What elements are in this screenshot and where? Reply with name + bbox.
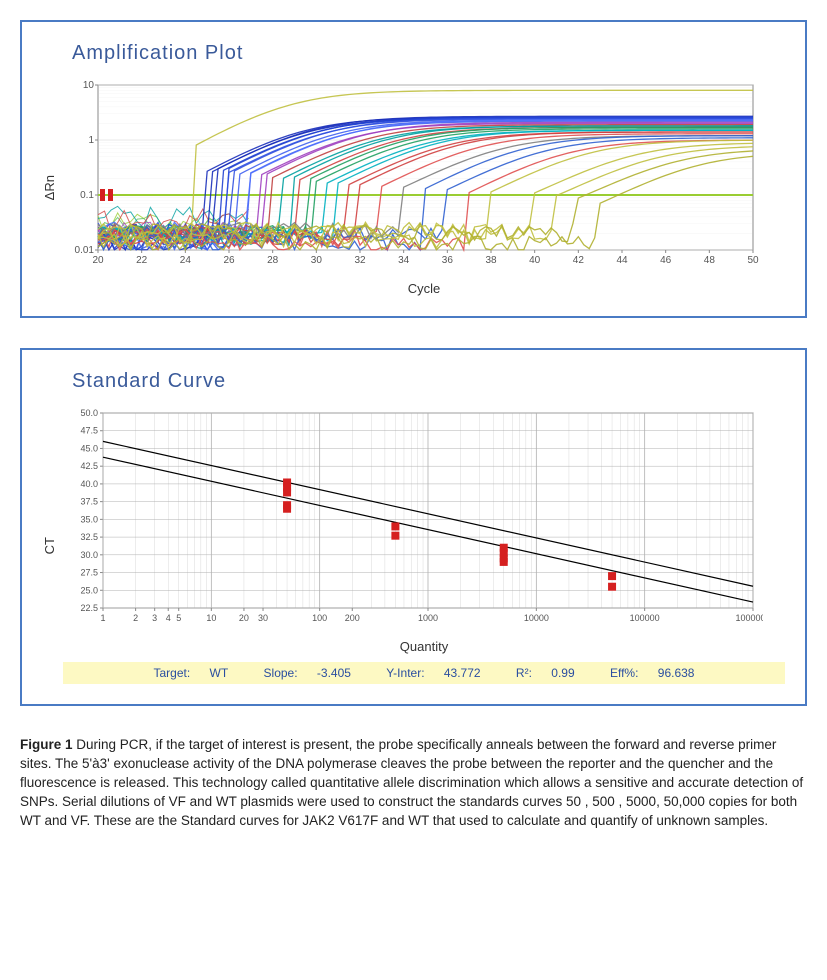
amp-svg: 0.01 0.1 1 10 20 22 24 26 28 30 32 34 36 38 40 42 44 46 48…	[63, 80, 763, 270]
svg-text:200: 200	[345, 613, 360, 623]
std-chart-wrap: CT 22.5 25.0 27.5 30.0 32.5 35.0 37.5 40.0 42.5 4…	[42, 408, 785, 684]
svg-text:10: 10	[206, 613, 216, 623]
stat-r2: R²: 0.99	[508, 666, 583, 680]
svg-text:32.5: 32.5	[80, 532, 98, 542]
svg-text:2: 2	[133, 613, 138, 623]
svg-text:40.0: 40.0	[80, 479, 98, 489]
svg-text:1: 1	[88, 135, 94, 146]
svg-text:30.0: 30.0	[80, 550, 98, 560]
svg-text:100: 100	[312, 613, 327, 623]
standard-curve-panel: Standard Curve CT 22.525.027.530.032.535…	[20, 348, 807, 706]
amp-title: Amplification Plot	[72, 42, 785, 65]
svg-text:44: 44	[616, 255, 628, 266]
svg-text:34: 34	[398, 255, 410, 266]
svg-text:28: 28	[267, 255, 279, 266]
svg-text:5: 5	[176, 613, 181, 623]
stat-slope: Slope: -3.405	[256, 666, 359, 680]
svg-text:27.5: 27.5	[80, 568, 98, 578]
svg-text:32: 32	[354, 255, 366, 266]
std-xlabel: Quantity	[63, 639, 785, 654]
svg-text:3: 3	[152, 613, 157, 623]
svg-text:38: 38	[485, 255, 497, 266]
stat-target: Target: WT	[146, 666, 237, 680]
caption-label: Figure 1	[20, 737, 73, 752]
amp-xlabel: Cycle	[63, 281, 785, 296]
svg-text:24: 24	[180, 255, 192, 266]
svg-text:35.0: 35.0	[80, 514, 98, 524]
svg-text:42: 42	[573, 255, 585, 266]
stat-eff: Eff%: 96.638	[602, 666, 703, 680]
svg-text:0.01: 0.01	[75, 245, 95, 256]
std-chart-area: 22.5 25.0 27.5 30.0 32.5 35.0 37.5 40.0 42.5 45.0…	[63, 408, 785, 684]
svg-text:4: 4	[166, 613, 171, 623]
svg-text:20: 20	[239, 613, 249, 623]
svg-text:37.5: 37.5	[80, 497, 98, 507]
svg-text:20: 20	[92, 255, 104, 266]
svg-text:50.0: 50.0	[80, 408, 98, 418]
svg-text:47.5: 47.5	[80, 426, 98, 436]
svg-text:30: 30	[258, 613, 268, 623]
std-svg: 22.5 25.0 27.5 30.0 32.5 35.0 37.5 40.0 42.5 45.0…	[63, 408, 763, 628]
amp-ylabel: ΔRn	[42, 175, 57, 200]
svg-text:22.5: 22.5	[80, 603, 98, 613]
svg-text:42.5: 42.5	[80, 461, 98, 471]
svg-text:45.0: 45.0	[80, 443, 98, 453]
svg-text:30: 30	[311, 255, 323, 266]
svg-text:10000: 10000	[524, 613, 549, 623]
svg-text:26: 26	[223, 255, 235, 266]
svg-text:48: 48	[704, 255, 716, 266]
std-ylabel: CT	[42, 537, 57, 554]
figure-caption: Figure 1 During PCR, if the target of in…	[20, 736, 807, 830]
svg-text:1: 1	[100, 613, 105, 623]
svg-text:1000000: 1000000	[735, 613, 763, 623]
svg-text:10: 10	[83, 80, 95, 91]
svg-text:22: 22	[136, 255, 148, 266]
svg-text:25.0: 25.0	[80, 585, 98, 595]
stat-yinter: Y-Inter: 43.772	[378, 666, 488, 680]
std-title: Standard Curve	[72, 370, 785, 393]
svg-text:100000: 100000	[630, 613, 660, 623]
amp-chart-area: 0.01 0.1 1 10 20 22 24 26 28 30 32 34 36 38 40 42 44 46 48…	[63, 80, 785, 296]
amp-chart-wrap: ΔRn 0.01 0.1 1 10 20 22 24 26 28 30 32 34 36 38 40 42 44…	[42, 80, 785, 296]
std-stats-bar: Target: WT Slope: -3.405 Y-Inter: 43.772…	[63, 662, 785, 684]
svg-text:50: 50	[747, 255, 759, 266]
svg-text:46: 46	[660, 255, 672, 266]
svg-text:1000: 1000	[418, 613, 438, 623]
caption-text: During PCR, if the target of interest is…	[20, 737, 803, 828]
amplification-plot-panel: Amplification Plot ΔRn 0.01 0.1 1 10 20 22 24 2…	[20, 20, 807, 318]
svg-text:0.1: 0.1	[80, 190, 94, 201]
svg-text:36: 36	[442, 255, 454, 266]
svg-text:40: 40	[529, 255, 541, 266]
